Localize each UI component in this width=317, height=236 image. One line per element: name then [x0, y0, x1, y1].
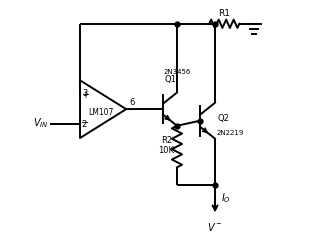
- Text: 10K: 10K: [158, 146, 175, 155]
- Text: $I_O$: $I_O$: [221, 191, 231, 205]
- Text: −: −: [81, 118, 89, 128]
- Text: $V^-$: $V^-$: [207, 221, 223, 233]
- Text: +: +: [81, 90, 89, 100]
- Text: 6: 6: [130, 98, 135, 107]
- Text: R1: R1: [218, 9, 230, 18]
- Text: Q2: Q2: [217, 114, 229, 123]
- Text: $V_{IN}$: $V_{IN}$: [33, 117, 49, 131]
- Text: 2N3456: 2N3456: [163, 68, 191, 75]
- Text: 2: 2: [82, 120, 87, 129]
- Text: Q1: Q1: [164, 75, 176, 84]
- Text: 3: 3: [82, 89, 87, 98]
- Text: 2N2219: 2N2219: [216, 131, 243, 136]
- Text: R2: R2: [161, 136, 172, 145]
- Text: LM107: LM107: [88, 108, 113, 117]
